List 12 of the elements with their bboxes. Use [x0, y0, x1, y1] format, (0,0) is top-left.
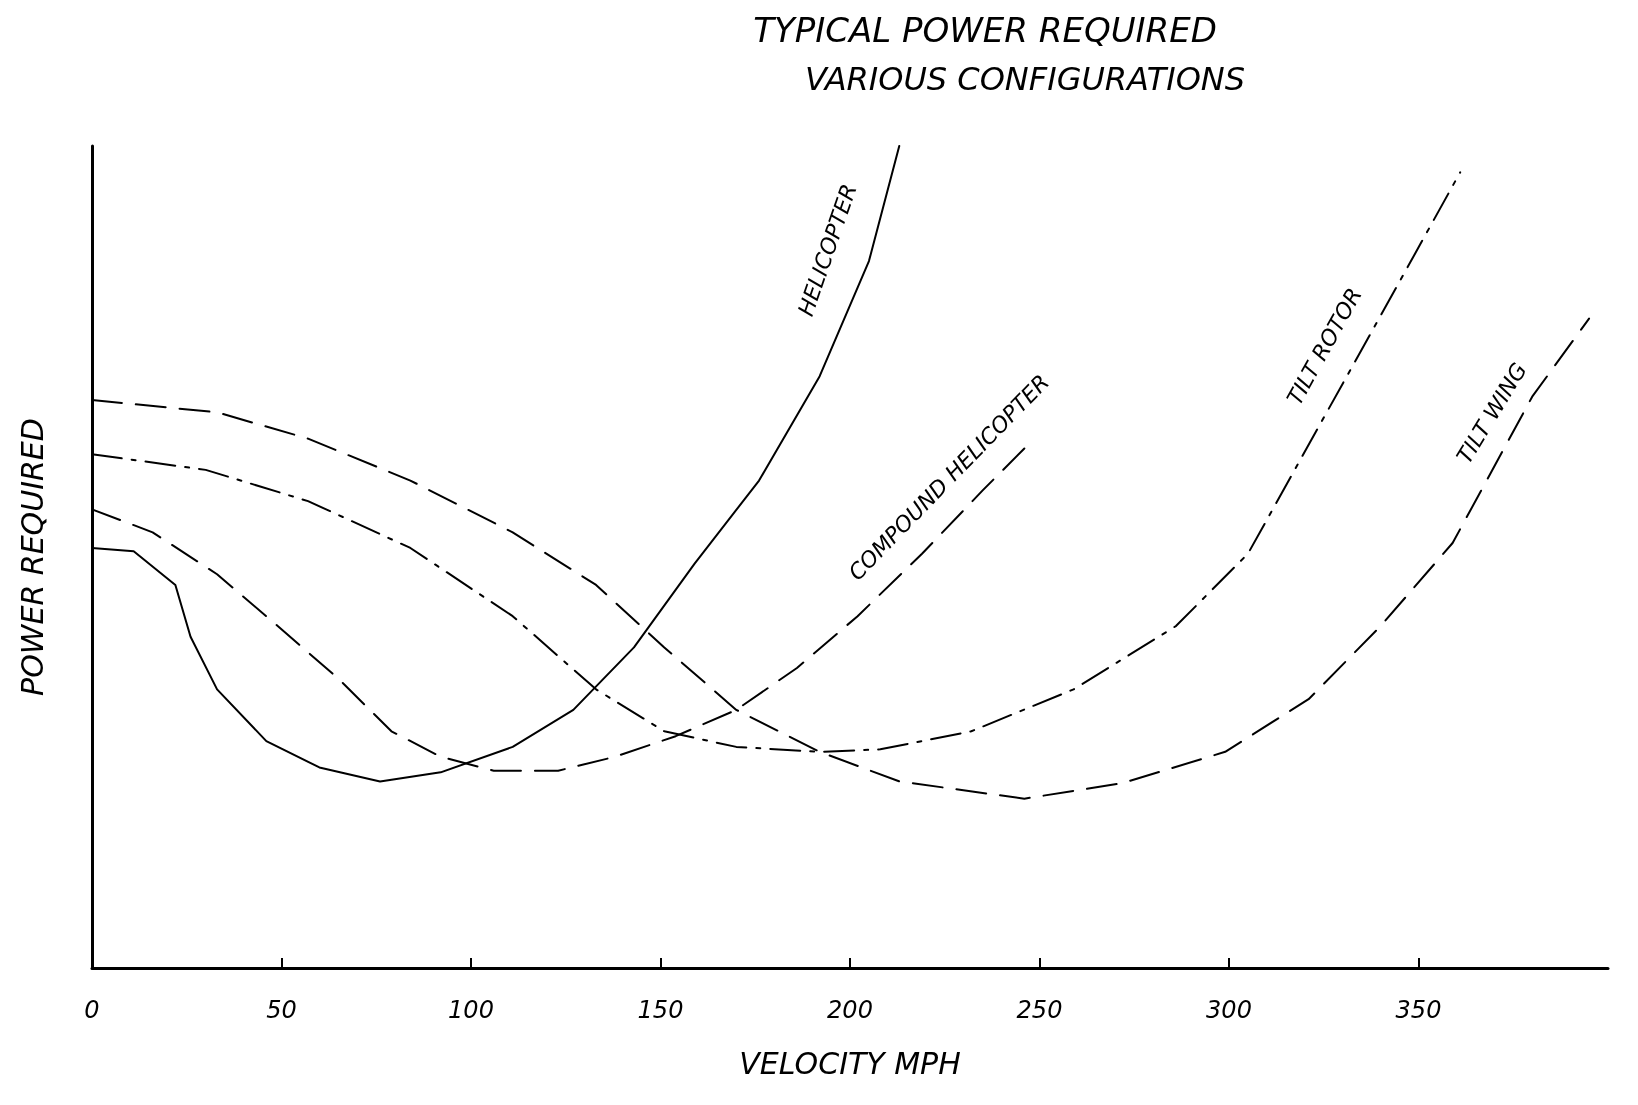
x-tick-label: 50: [266, 996, 297, 1024]
x-tick-label: 250: [1016, 996, 1063, 1024]
chart-title: TYPICAL POWER REQUIRED: [753, 10, 1217, 50]
x-tick-label: 300: [1206, 996, 1252, 1024]
chart-subtitle: VARIOUS CONFIGURATIONS: [804, 60, 1246, 98]
x-tick-label: 350: [1395, 996, 1442, 1024]
x-tick-label: 150: [637, 996, 684, 1024]
x-tick-label: 100: [448, 996, 494, 1024]
x-axis-title: VELOCITY MPH: [739, 1045, 961, 1081]
x-tick-label: 200: [827, 996, 873, 1024]
x-tick-label: 0: [84, 996, 100, 1024]
y-axis-title: POWER REQUIRED: [14, 418, 50, 696]
